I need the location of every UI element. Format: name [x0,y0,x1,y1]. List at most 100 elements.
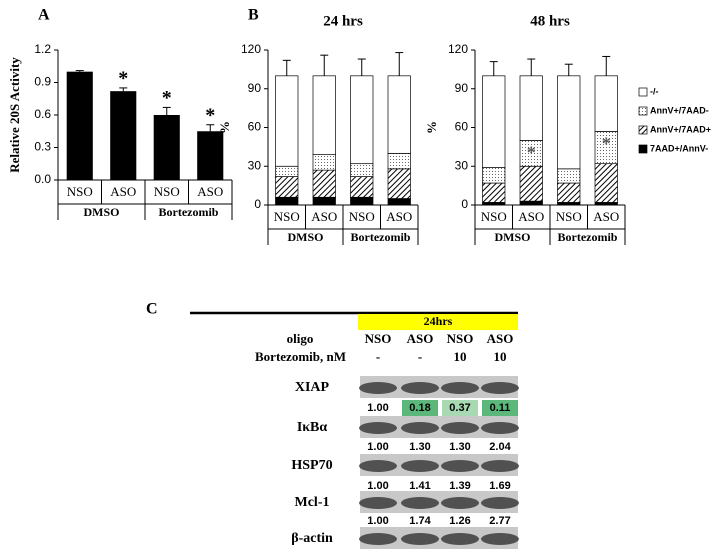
band-value: 1.30 [449,441,470,453]
blot-strip [360,527,518,549]
y-tick-label: 0.3 [34,140,51,154]
time-header-bg [358,314,518,330]
y-tick-label: 90 [248,81,262,95]
band-value: 0.11 [490,402,511,414]
x-tick-label: ASO [110,184,136,199]
blot-band [481,422,519,434]
x-tick-label: NSO [481,209,507,224]
x-tick-label: NSO [556,209,582,224]
x-tick-label: ASO [311,209,337,224]
band-value: 2.77 [489,515,510,527]
group-label: DMSO [84,205,120,219]
group-label: DMSO [288,230,324,244]
band-value: 1.00 [367,402,388,414]
blot-strip [360,376,518,398]
blot-band [441,460,479,472]
x-tick-label: NSO [349,209,375,224]
blot-strip [360,416,518,438]
row-cell: 10 [454,349,467,364]
band-value: 1.30 [409,441,430,453]
x-tick-label: ASO [386,209,412,224]
significance-marker: * [162,87,172,109]
row-cell: NSO [447,331,474,346]
bar-segment [594,75,618,132]
bar-segment [594,202,618,206]
blot-band [359,422,397,434]
y-tick-label: 0.6 [34,107,51,121]
protein-name: β-actin [291,531,333,546]
chart-title: 24 hrs [323,13,363,29]
bar-segment [275,165,299,177]
blot-band [441,533,479,545]
band-value: 1.74 [409,515,431,527]
row-label: oligo [287,331,314,346]
y-axis-label: % [424,121,439,134]
y-tick-label: 90 [455,81,469,95]
bar-segment [387,152,411,170]
band-value: 1.26 [449,515,470,527]
blot-band [359,460,397,472]
group-label: DMSO [495,230,531,244]
blot-band [441,422,479,434]
band-value: 1.39 [449,480,470,492]
bar-segment [350,196,374,206]
panel-label: B [248,7,259,24]
blot-band [481,382,519,394]
y-tick-label: 120 [241,42,261,56]
y-tick-label: 1.2 [34,42,51,56]
blot-band [481,497,519,509]
blot-strip [360,454,518,476]
band-value: 1.00 [367,480,388,492]
group-label: Bortezomib [558,230,618,244]
significance-marker: * [205,104,215,126]
y-tick-label: 60 [455,120,469,134]
blot-band [359,533,397,545]
legend-swatch [638,106,648,116]
blot-strip [360,491,518,513]
bar-segment [482,202,506,206]
band-value: 1.00 [367,441,388,453]
legend-swatch [638,125,648,135]
protein-name: HSP70 [291,458,332,473]
y-tick-label: 0 [254,197,261,211]
x-tick-label: NSO [274,209,300,224]
bar-segment [387,75,411,154]
protein-name: IκBα [297,420,328,435]
bar-segment [350,163,374,177]
bar-segment [557,182,581,203]
band-value: 2.04 [489,441,511,453]
bar-segment [312,196,336,206]
legend-label: -/- [650,86,659,96]
bar [66,71,93,180]
bar-segment [557,75,581,170]
protein-name: Mcl-1 [295,495,330,510]
blot-band [401,460,439,472]
bar-segment [312,75,336,155]
blot-band [401,422,439,434]
value-highlight [482,400,518,416]
bar-segment [312,154,336,171]
group-label: Bortezomib [159,205,219,219]
row-cell: - [418,349,422,364]
bar [153,115,180,180]
band-value: 0.37 [449,402,470,414]
blot-band [359,382,397,394]
x-tick-label: NSO [67,184,93,199]
legend-label: 7AAD+/AnnV- [650,143,708,153]
significance-marker: * [602,134,611,154]
row-cell: - [376,349,380,364]
bar-segment [350,176,374,198]
band-value: 1.69 [489,480,510,492]
bar-segment [275,196,299,206]
blot-band [401,382,439,394]
legend-label: AnnV+/7AAD+ [650,124,711,134]
legend-label: AnnV+/7AAD- [650,105,709,115]
row-cell: 10 [494,349,507,364]
band-value: 1.00 [367,515,388,527]
legend-swatch [638,144,648,154]
bar-segment [519,200,543,206]
x-tick-label: ASO [593,209,619,224]
bar-segment [482,182,506,203]
bar-segment [387,198,411,206]
